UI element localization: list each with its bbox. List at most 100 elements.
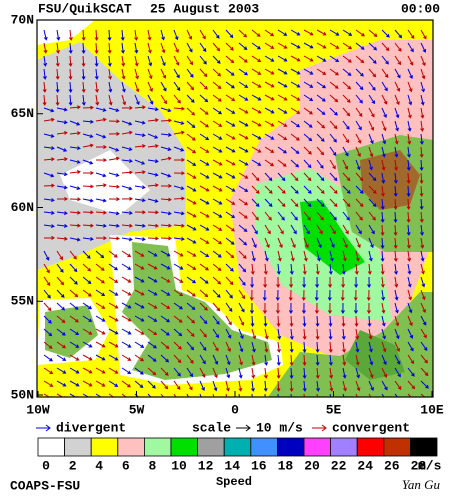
wind-arrow bbox=[264, 133, 275, 140]
wind-arrow bbox=[212, 354, 219, 365]
wind-arrow bbox=[420, 120, 425, 132]
wind-arrow bbox=[302, 354, 307, 366]
wind-arrow bbox=[250, 276, 255, 288]
wind-arrow bbox=[251, 120, 262, 127]
wind-arrow bbox=[82, 250, 91, 259]
wind-arrow bbox=[68, 94, 73, 106]
wind-arrow bbox=[394, 263, 398, 275]
wind-arrow bbox=[277, 224, 284, 235]
wind-arrow bbox=[407, 42, 414, 53]
wind-arrow bbox=[121, 170, 133, 175]
wind-arrow bbox=[329, 393, 332, 397]
wind-arrow bbox=[95, 341, 106, 348]
wind-arrow bbox=[276, 354, 281, 366]
wind-arrow bbox=[238, 302, 245, 313]
wind-arrow bbox=[264, 393, 266, 397]
wind-arrow bbox=[407, 354, 415, 365]
wind-arrow bbox=[212, 393, 215, 397]
wind-arrow bbox=[328, 341, 333, 353]
wind-arrow bbox=[316, 393, 319, 397]
wind-arrow bbox=[420, 237, 425, 249]
lon-label: 5E bbox=[326, 402, 342, 417]
wind-arrow bbox=[68, 68, 73, 80]
wind-arrow bbox=[303, 29, 314, 36]
scale-tick-label: 28 bbox=[411, 458, 427, 473]
wind-arrow bbox=[199, 185, 210, 192]
wind-arrow bbox=[264, 159, 275, 167]
scale-swatch bbox=[356, 437, 385, 457]
wind-arrow bbox=[353, 289, 358, 301]
wind-arrow bbox=[393, 172, 398, 184]
wind-arrow bbox=[420, 302, 426, 313]
land-ireland bbox=[45, 305, 98, 358]
wind-arrow bbox=[69, 289, 79, 298]
wind-arrow bbox=[173, 328, 183, 337]
wind-arrow bbox=[160, 81, 167, 92]
wind-arrow bbox=[160, 107, 172, 113]
map bbox=[37, 20, 433, 397]
wind-arrow bbox=[43, 210, 55, 215]
wind-arrow bbox=[82, 263, 92, 272]
wind-arrow bbox=[238, 237, 248, 246]
wind-arrow bbox=[420, 276, 426, 288]
wind-arrow bbox=[407, 328, 414, 339]
wind-arrow bbox=[355, 133, 362, 144]
wind-arrow bbox=[69, 315, 79, 323]
wind-arrow bbox=[303, 81, 314, 88]
wind-arrow bbox=[95, 250, 105, 259]
wind-arrow bbox=[199, 224, 210, 231]
wind-arrow bbox=[277, 393, 279, 397]
wind-arrow bbox=[121, 81, 126, 93]
wind-arrow bbox=[277, 250, 282, 262]
wind-arrow bbox=[69, 120, 81, 126]
wind-arrow bbox=[342, 211, 350, 221]
wind-arrow bbox=[419, 211, 424, 223]
wind-arrow bbox=[199, 107, 209, 115]
wind-arrow bbox=[264, 55, 275, 62]
wind-arrow bbox=[368, 146, 374, 158]
wind-arrow bbox=[134, 170, 146, 175]
wind-arrow bbox=[316, 250, 321, 262]
wind-arrow bbox=[315, 276, 320, 288]
wind-arrow bbox=[186, 146, 197, 154]
wind-arrow bbox=[342, 250, 347, 262]
wind-arrow bbox=[56, 146, 68, 152]
wind-arrow bbox=[355, 224, 362, 235]
wind-arrow bbox=[275, 289, 280, 301]
wind-arrow bbox=[199, 159, 210, 166]
wind-arrow bbox=[381, 380, 388, 391]
wind-arrow bbox=[290, 120, 301, 128]
wind-arrow bbox=[160, 146, 172, 151]
wind-arrow bbox=[212, 289, 221, 298]
wind-arrow bbox=[407, 276, 412, 288]
scale-swatch bbox=[143, 437, 172, 457]
wind-arrow bbox=[290, 29, 301, 36]
wind-arrow bbox=[186, 198, 197, 205]
wind-arrow bbox=[251, 354, 256, 366]
wind-arrow bbox=[121, 289, 132, 296]
wind-arrow bbox=[290, 211, 298, 221]
wind-arrow bbox=[355, 172, 364, 182]
wind-arrow bbox=[419, 185, 424, 197]
wind-arrow bbox=[277, 29, 288, 36]
wind-arrow bbox=[289, 328, 294, 340]
wind-arrow bbox=[147, 315, 158, 322]
wind-arrow bbox=[173, 146, 185, 152]
wind-arrow bbox=[290, 146, 300, 154]
wind-arrow bbox=[199, 81, 208, 90]
wind-arrow bbox=[56, 250, 63, 261]
wind-arrow bbox=[173, 354, 182, 364]
wind-arrow bbox=[316, 107, 326, 115]
wind-arrow bbox=[199, 42, 207, 53]
wind-arrow bbox=[289, 367, 294, 379]
wind-arrow bbox=[94, 42, 99, 54]
wind-arrow bbox=[173, 393, 177, 397]
wind-arrow bbox=[212, 276, 222, 285]
wind-arrow bbox=[290, 42, 301, 49]
wind-arrow bbox=[381, 42, 390, 52]
wind-arrow bbox=[249, 289, 254, 301]
wind-arrow bbox=[173, 106, 185, 111]
wind-arrow bbox=[238, 185, 249, 192]
wind-arrow bbox=[95, 144, 107, 149]
wind-arrow bbox=[355, 120, 362, 131]
